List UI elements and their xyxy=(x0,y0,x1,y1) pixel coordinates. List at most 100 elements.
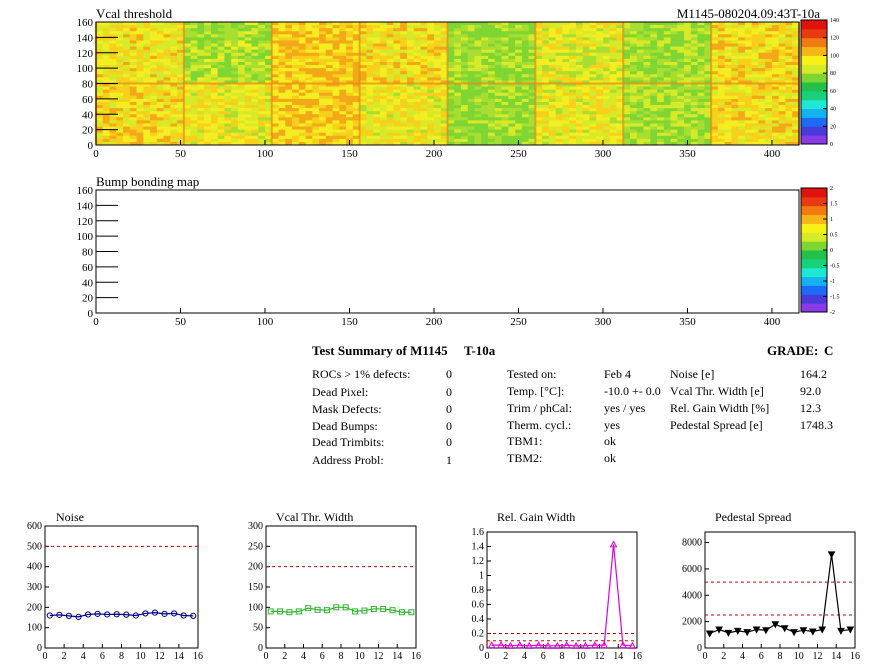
threshold-cell xyxy=(150,71,158,75)
threshold-cell xyxy=(643,71,651,75)
threshold-cell xyxy=(366,74,374,78)
threshold-cell xyxy=(204,74,212,78)
threshold-cell xyxy=(352,105,360,109)
threshold-cell xyxy=(481,61,489,66)
threshold-cell xyxy=(684,89,692,94)
threshold-cell xyxy=(129,58,137,63)
threshold-cell xyxy=(332,135,340,140)
threshold-cell xyxy=(143,61,151,66)
threshold-cell xyxy=(224,43,232,47)
threshold-cell xyxy=(623,92,631,97)
threshold-cell xyxy=(150,31,158,35)
threshold-cell xyxy=(704,65,712,69)
threshold-cell xyxy=(129,61,137,66)
threshold-cell xyxy=(508,80,516,84)
threshold-cell xyxy=(319,61,327,66)
threshold-cell xyxy=(325,98,333,103)
threshold-cell xyxy=(359,123,367,127)
threshold-cell xyxy=(589,135,597,140)
threshold-cell xyxy=(285,61,293,66)
threshold-cell xyxy=(96,74,104,78)
threshold-cell xyxy=(136,83,144,87)
threshold-cell xyxy=(231,65,239,69)
threshold-cell xyxy=(454,89,462,94)
threshold-cell xyxy=(109,98,117,103)
threshold-cell xyxy=(454,25,462,29)
threshold-cell xyxy=(366,55,374,60)
threshold-cell xyxy=(346,61,354,66)
threshold-cell xyxy=(244,46,252,50)
threshold-cell xyxy=(461,83,469,87)
threshold-cell xyxy=(569,34,577,38)
threshold-cell xyxy=(670,25,678,29)
threshold-cell xyxy=(582,114,590,118)
threshold-cell xyxy=(670,132,678,137)
threshold-cell xyxy=(744,138,752,143)
threshold-cell xyxy=(325,37,333,41)
threshold-cell xyxy=(292,49,300,54)
threshold-cell xyxy=(704,132,712,137)
threshold-cell xyxy=(170,111,178,115)
threshold-cell xyxy=(420,117,428,121)
threshold-cell xyxy=(744,43,752,47)
bump-palette-swatch xyxy=(801,241,827,251)
threshold-cell xyxy=(542,65,550,69)
threshold-cell xyxy=(352,95,360,100)
threshold-cell xyxy=(305,132,313,137)
threshold-cell xyxy=(156,114,164,118)
threshold-cell xyxy=(150,43,158,47)
threshold-cell xyxy=(352,120,360,124)
threshold-cell xyxy=(589,52,597,57)
threshold-cell xyxy=(379,123,387,127)
threshold-cell xyxy=(461,120,469,124)
threshold-cell xyxy=(697,61,705,66)
threshold-cell xyxy=(481,43,489,47)
threshold-cell xyxy=(684,55,692,60)
threshold-cell xyxy=(319,55,327,60)
threshold-cell xyxy=(170,43,178,47)
threshold-cell xyxy=(663,105,671,109)
threshold-cell xyxy=(535,74,543,78)
threshold-cell xyxy=(393,37,401,41)
threshold-cell xyxy=(204,92,212,97)
threshold-cell xyxy=(461,101,469,106)
threshold-cell xyxy=(731,117,739,121)
threshold-cell xyxy=(636,138,644,143)
threshold-cell xyxy=(427,123,435,127)
threshold-cell xyxy=(224,105,232,109)
threshold-cell xyxy=(177,132,185,137)
threshold-cell xyxy=(298,123,306,127)
threshold-cell xyxy=(488,37,496,41)
threshold-cell xyxy=(555,98,563,103)
threshold-cell xyxy=(440,86,448,90)
threshold-cell xyxy=(609,28,617,32)
threshold-cell xyxy=(244,111,252,115)
threshold-cell xyxy=(602,141,611,146)
threshold-cell xyxy=(657,28,665,32)
data-point xyxy=(581,641,590,649)
threshold-cell xyxy=(217,52,225,57)
threshold-cell xyxy=(258,43,266,47)
threshold-cell xyxy=(582,117,590,121)
threshold-cell xyxy=(332,117,340,121)
threshold-cell xyxy=(204,86,212,90)
threshold-cell xyxy=(602,31,611,35)
threshold-cell xyxy=(190,61,198,66)
threshold-cell xyxy=(488,129,496,133)
threshold-cell xyxy=(170,58,178,63)
threshold-cell xyxy=(373,80,381,84)
threshold-cell xyxy=(643,68,651,72)
threshold-cell xyxy=(150,25,158,29)
threshold-cell xyxy=(312,25,320,29)
threshold-cell xyxy=(217,40,225,44)
threshold-cell xyxy=(413,114,421,118)
threshold-cell xyxy=(143,52,151,57)
threshold-cell xyxy=(359,52,367,57)
threshold-cell xyxy=(312,61,320,66)
threshold-cell xyxy=(711,98,719,103)
threshold-cell xyxy=(467,95,475,100)
threshold-cell xyxy=(731,28,739,32)
threshold-cell xyxy=(190,95,198,100)
threshold-cell xyxy=(616,129,624,133)
threshold-cell xyxy=(792,80,800,84)
